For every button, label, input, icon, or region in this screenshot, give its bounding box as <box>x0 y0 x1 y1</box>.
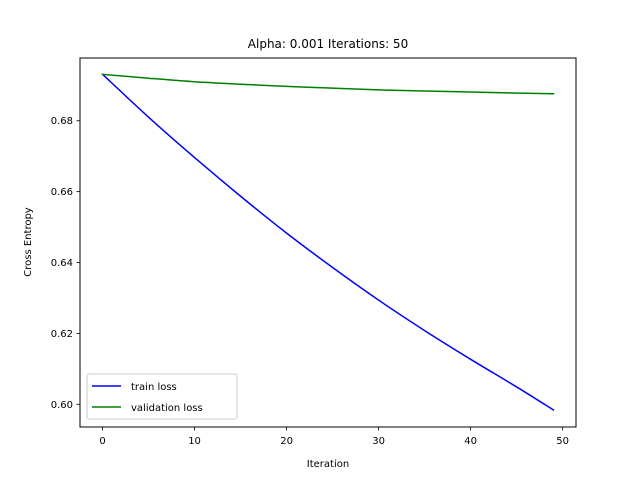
legend: train loss validation loss <box>86 373 238 420</box>
y-tick-label: 0.60 <box>51 400 73 411</box>
y-tick-label: 0.64 <box>51 258 73 269</box>
y-tick-label: 0.66 <box>51 187 73 198</box>
chart-title: Alpha: 0.001 Iterations: 50 <box>248 37 408 51</box>
series-line-validation-loss <box>101 73 555 95</box>
x-tick-label: 20 <box>280 436 293 447</box>
x-tick-label: 50 <box>556 436 569 447</box>
y-axis: 0.60 0.62 0.64 0.66 0.68 <box>51 116 80 411</box>
y-tick-label: 0.68 <box>51 116 73 127</box>
legend-label: validation loss <box>131 403 203 414</box>
legend-box <box>86 373 238 420</box>
x-axis: 0 10 20 30 40 50 <box>99 427 569 447</box>
x-tick-label: 30 <box>372 436 385 447</box>
legend-label: train loss <box>131 382 177 393</box>
y-tick-label: 0.62 <box>51 329 73 340</box>
series-layer <box>101 73 555 412</box>
y-axis-label: Cross Entropy <box>23 207 34 277</box>
x-tick-label: 10 <box>188 436 201 447</box>
plot-frame <box>79 57 577 428</box>
x-axis-label: Iteration <box>307 459 349 470</box>
series-line-train-loss <box>101 73 555 412</box>
x-tick-label: 40 <box>464 436 477 447</box>
x-tick-label: 0 <box>99 436 105 447</box>
